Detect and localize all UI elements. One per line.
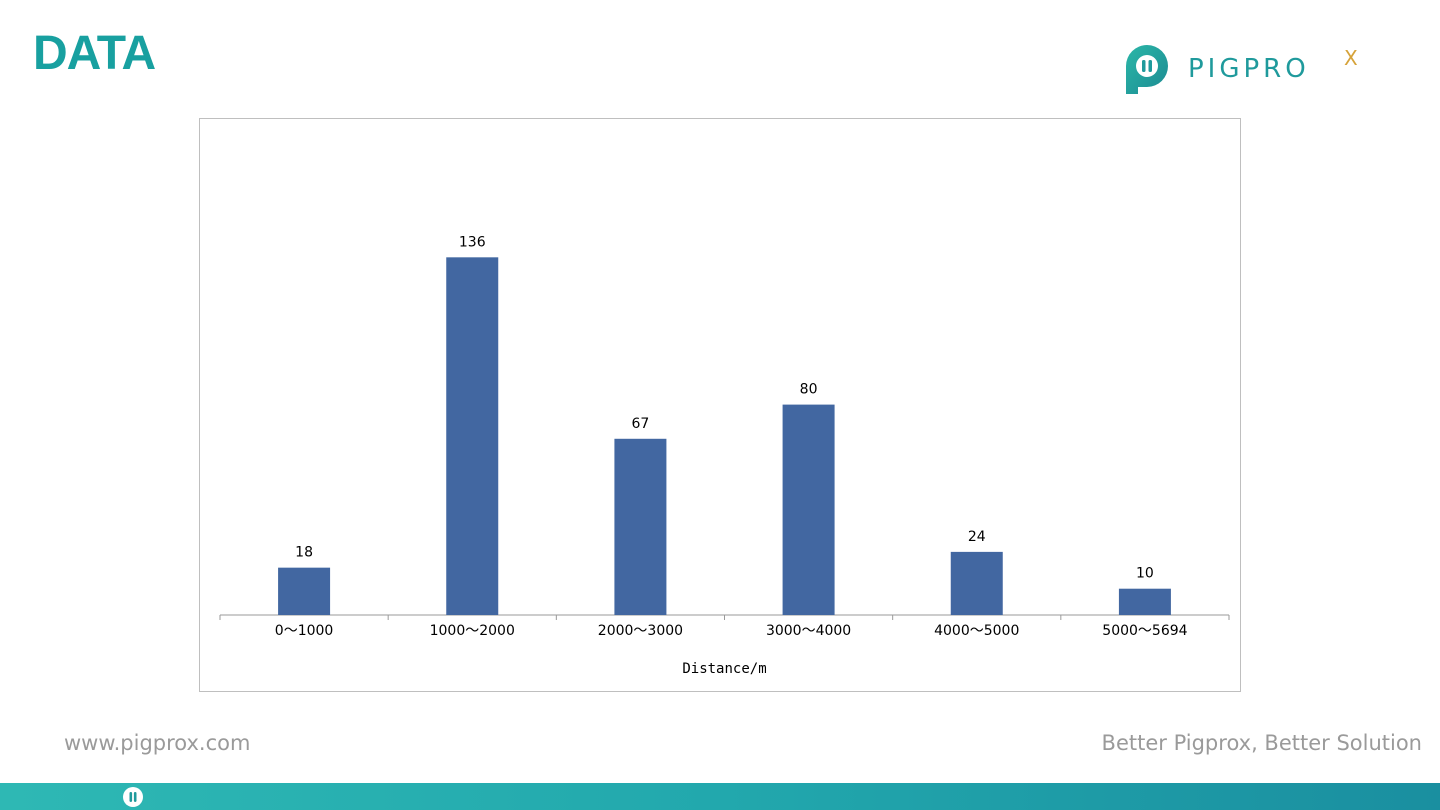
x-tick-label: 1000～2000 [430,623,515,639]
bar [446,257,499,615]
footer-slogan: Better Pigprox, Better Solution [1101,731,1422,755]
data-label: 136 [459,234,486,250]
data-label: 67 [632,416,650,432]
bar [950,551,1003,615]
bar [782,404,835,615]
data-label: 80 [800,382,818,398]
bar [614,438,667,615]
x-tick-label: 0～1000 [275,623,334,639]
data-label: 24 [968,529,986,545]
x-tick-label: 4000～5000 [934,623,1019,639]
x-tick-label: 3000～4000 [766,623,851,639]
data-label: 10 [1136,566,1154,582]
logo-x-mark: X [1344,46,1358,70]
pigprox-logo-icon [1126,45,1168,94]
bar-chart: 18 0～1000 136 1000～2000 67 2000～3000 80 3000～40… [219,234,1230,677]
page-title: DATA [33,27,156,80]
data-label: 18 [295,545,313,561]
bar [1118,588,1171,615]
footer-bar [0,783,1440,810]
x-axis-title: Distance/m [682,661,766,677]
brand-logo: PIGPRO X [1118,38,1378,96]
bar [278,567,331,615]
x-tick-label: 5000～5694 [1102,623,1187,639]
website-link[interactable]: www.pigprox.com [64,731,251,755]
pigprox-mini-icon [123,787,143,807]
chart-panel: 18 0～1000 136 1000～2000 67 2000～3000 80 3000～40… [199,118,1241,692]
x-tick-label: 2000～3000 [598,623,683,639]
logo-wordmark: PIGPRO [1188,54,1310,84]
